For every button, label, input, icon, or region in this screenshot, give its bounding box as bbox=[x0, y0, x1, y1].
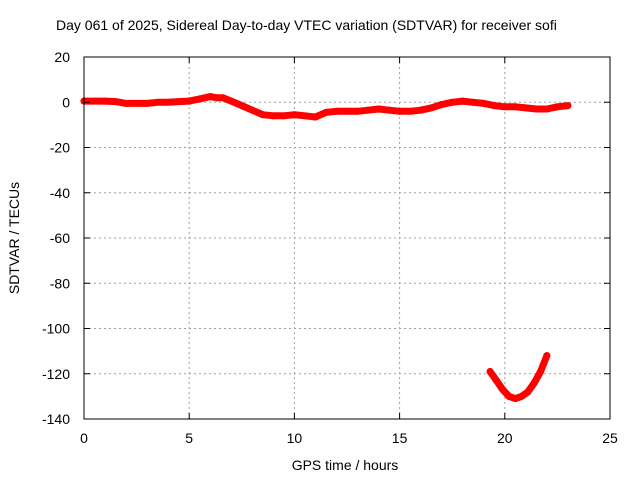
x-axis-label: GPS time / hours bbox=[292, 457, 399, 473]
data-point bbox=[543, 105, 551, 113]
y-tick-label: -40 bbox=[50, 185, 70, 201]
x-tick-label: 15 bbox=[392, 430, 408, 446]
x-tick-label: 5 bbox=[185, 430, 193, 446]
y-tick-label: 20 bbox=[54, 49, 70, 65]
x-tick-label: 20 bbox=[497, 430, 513, 446]
data-point bbox=[499, 386, 507, 394]
data-point bbox=[154, 98, 162, 106]
data-point bbox=[532, 105, 540, 113]
data-point bbox=[427, 104, 435, 112]
data-point bbox=[280, 112, 288, 120]
data-point bbox=[492, 377, 500, 385]
x-tick-label: 0 bbox=[80, 430, 88, 446]
series-layer bbox=[80, 93, 572, 403]
data-point bbox=[438, 101, 446, 109]
ticks bbox=[83, 56, 611, 420]
data-point bbox=[322, 108, 330, 116]
data-point bbox=[238, 102, 246, 110]
y-tick-label: -120 bbox=[42, 366, 70, 382]
y-tick-label: -140 bbox=[42, 411, 70, 427]
data-point bbox=[343, 107, 351, 115]
data-point bbox=[269, 112, 277, 120]
data-point bbox=[122, 99, 130, 107]
data-point bbox=[164, 98, 172, 106]
y-tick-label: -60 bbox=[50, 230, 70, 246]
tick-labels: 0 5 10 15 20 25 20 0 -20 -40 -60 -80 -100 -120 -140 bbox=[42, 49, 618, 446]
data-point bbox=[522, 104, 530, 112]
y-tick-label: -20 bbox=[50, 140, 70, 156]
data-point bbox=[564, 102, 572, 110]
data-point bbox=[219, 94, 227, 102]
data-point bbox=[185, 97, 193, 105]
data-point bbox=[448, 98, 456, 106]
data-point bbox=[354, 107, 362, 115]
data-point bbox=[543, 352, 551, 360]
data-point bbox=[486, 367, 494, 375]
y-axis-label: SDTVAR / TECUs bbox=[6, 182, 22, 294]
data-point bbox=[133, 99, 141, 107]
data-point bbox=[518, 392, 526, 400]
data-point bbox=[480, 99, 488, 107]
y-tick-label: -100 bbox=[42, 321, 70, 337]
data-point bbox=[112, 98, 120, 106]
data-point bbox=[101, 97, 109, 105]
y-tick-label: 0 bbox=[62, 94, 70, 110]
x-tick-label: 25 bbox=[602, 430, 618, 446]
data-point bbox=[332, 107, 340, 115]
data-point bbox=[290, 111, 298, 119]
data-point bbox=[396, 107, 404, 115]
series-1 bbox=[80, 93, 572, 121]
series-line bbox=[486, 352, 551, 403]
data-point bbox=[459, 97, 467, 105]
data-point bbox=[490, 102, 498, 110]
data-point bbox=[385, 106, 393, 114]
y-tick-label: -80 bbox=[50, 275, 70, 291]
data-point bbox=[553, 103, 561, 111]
data-point bbox=[91, 97, 99, 105]
data-point bbox=[143, 99, 151, 107]
data-point bbox=[511, 395, 519, 403]
series-2 bbox=[486, 352, 551, 403]
data-point bbox=[530, 379, 538, 387]
data-point bbox=[259, 111, 267, 119]
data-point bbox=[301, 112, 309, 120]
data-point bbox=[501, 103, 509, 111]
data-point bbox=[227, 97, 235, 105]
data-point bbox=[206, 93, 214, 101]
data-point bbox=[196, 95, 204, 103]
data-point bbox=[537, 367, 545, 375]
data-point bbox=[311, 113, 319, 121]
data-point bbox=[248, 106, 256, 114]
data-point bbox=[175, 98, 183, 106]
data-point bbox=[469, 98, 477, 106]
data-point bbox=[375, 105, 383, 113]
data-point bbox=[511, 103, 519, 111]
data-point bbox=[364, 106, 372, 114]
data-point bbox=[406, 107, 414, 115]
data-point bbox=[417, 106, 425, 114]
data-point bbox=[213, 94, 221, 102]
data-point bbox=[505, 392, 513, 400]
chart-title: Day 061 of 2025, Sidereal Day-to-day VTE… bbox=[56, 17, 557, 33]
x-tick-label: 10 bbox=[287, 430, 303, 446]
data-point bbox=[524, 388, 532, 396]
